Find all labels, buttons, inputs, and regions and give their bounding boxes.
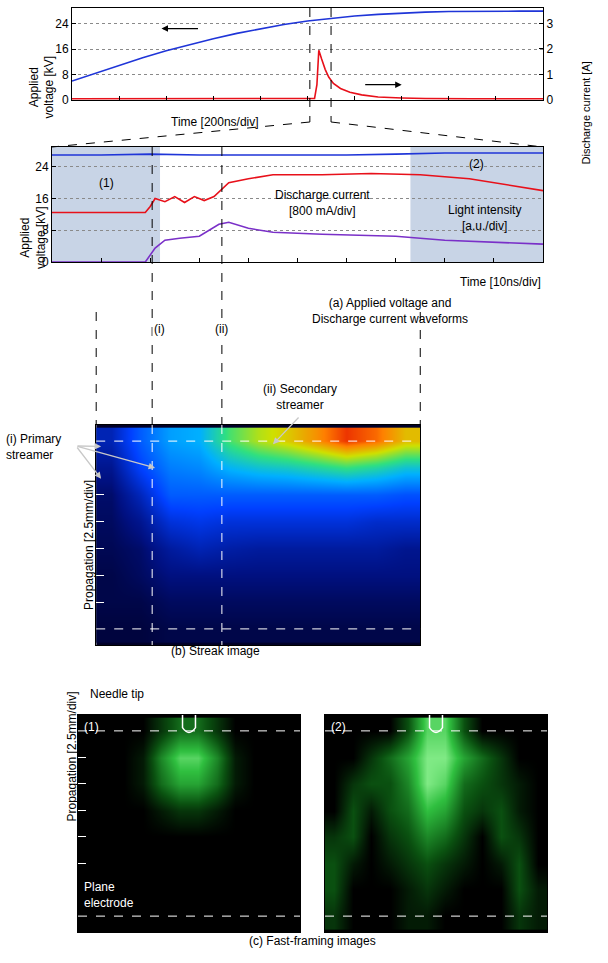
svg-text:(1): (1)	[84, 720, 99, 734]
svg-text:(2): (2)	[469, 157, 484, 171]
svg-text:Propagation [2.5mm/div]: Propagation [2.5mm/div]	[82, 480, 96, 610]
svg-text:(i): (i)	[154, 322, 165, 336]
svg-text:3: 3	[546, 17, 553, 31]
svg-text:(ii): (ii)	[215, 322, 228, 336]
svg-text:24: 24	[35, 160, 49, 174]
svg-text:(b) Streak image: (b) Streak image	[171, 644, 260, 658]
svg-text:(ii) Secondarystreamer: (ii) Secondarystreamer	[263, 382, 337, 412]
svg-text:8: 8	[42, 223, 49, 237]
svg-text:Time [200ns/div]: Time [200ns/div]	[171, 115, 259, 129]
svg-text:(i) Primarystreamer: (i) Primarystreamer	[6, 432, 61, 462]
svg-text:Discharge current [A]: Discharge current [A]	[580, 61, 592, 164]
svg-text:Propagation [2.5mm/div]: Propagation [2.5mm/div]	[65, 691, 79, 821]
svg-text:(c) Fast-framing images: (c) Fast-framing images	[249, 934, 376, 948]
svg-text:Planeelectrode: Planeelectrode	[84, 880, 134, 910]
svg-text:(2): (2)	[331, 720, 346, 734]
svg-text:Discharge current[800 mA/div]: Discharge current[800 mA/div]	[275, 188, 370, 218]
svg-text:Light intensity[a.u./div]: Light intensity[a.u./div]	[448, 203, 521, 233]
svg-text:0: 0	[62, 93, 69, 107]
svg-text:16: 16	[35, 192, 49, 206]
svg-text:Needle tip: Needle tip	[90, 687, 144, 701]
svg-text:Appliedvoltage [kV]: Appliedvoltage [kV]	[18, 206, 48, 269]
svg-text:0: 0	[546, 93, 553, 107]
svg-text:2: 2	[546, 42, 553, 56]
svg-text:(1): (1)	[99, 176, 114, 190]
svg-text:Appliedvoltage [kV]: Appliedvoltage [kV]	[27, 56, 57, 119]
svg-text:24: 24	[55, 17, 69, 31]
svg-text:16: 16	[55, 42, 69, 56]
svg-text:(a) Applied voltage andDischar: (a) Applied voltage andDischarge current…	[312, 296, 468, 326]
svg-text:1: 1	[546, 68, 553, 82]
svg-text:Time [10ns/div]: Time [10ns/div]	[460, 275, 541, 289]
svg-text:0: 0	[42, 255, 49, 269]
svg-text:8: 8	[62, 68, 69, 82]
